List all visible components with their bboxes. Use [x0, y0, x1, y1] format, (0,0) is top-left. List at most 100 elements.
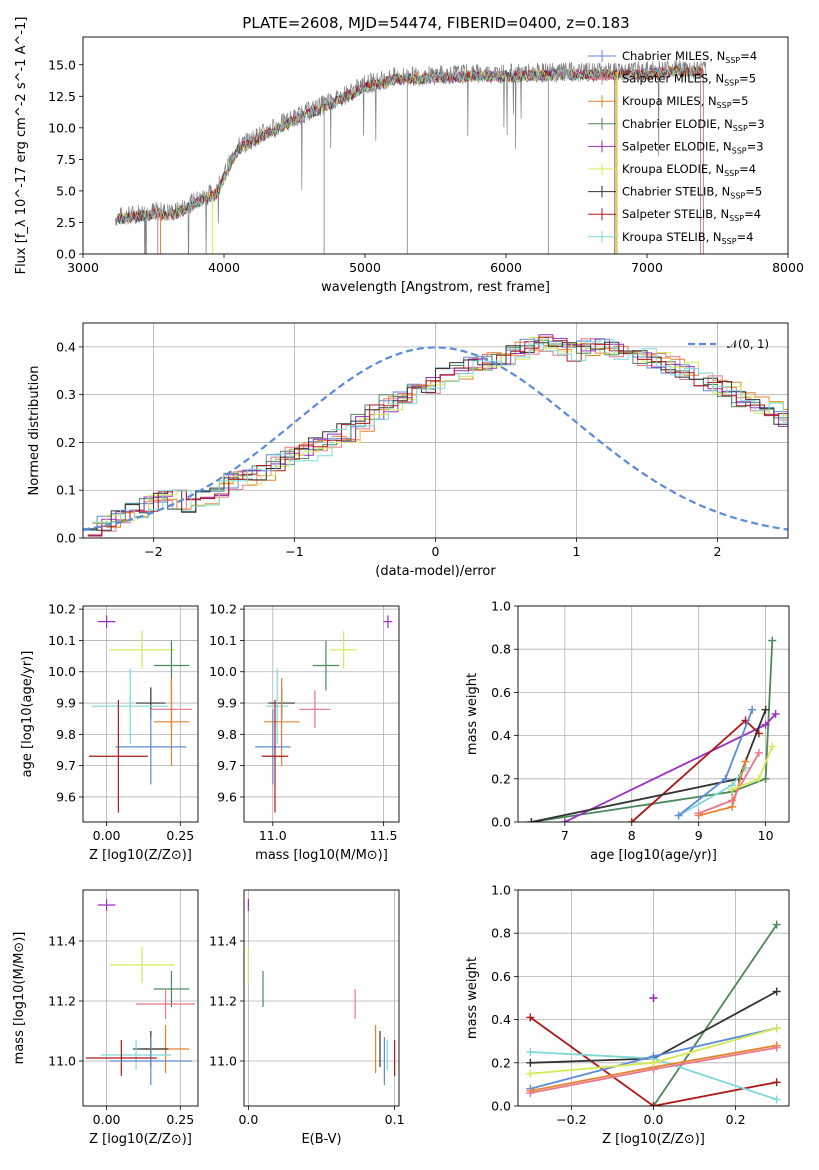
y-tick-label: 7.5: [56, 152, 76, 167]
legend-entry: Kroupa ELODIE, NSSP=4: [622, 162, 756, 178]
y-tick-label: 0.0: [491, 1099, 511, 1114]
y-tick-label: 9.9: [217, 696, 237, 711]
histogram-step: [92, 339, 788, 523]
y-tick-label: 0.6: [491, 685, 511, 700]
x-axis-label: age [log10(age/yr)]: [590, 848, 717, 863]
y-tick-label: 9.8: [56, 727, 76, 742]
y-tick-label: 9.6: [217, 789, 237, 804]
legend-entry: Chabrier MILES, NSSP=4: [622, 49, 757, 65]
y-axis-label: mass [log10(M/M⊙)]: [12, 932, 27, 1065]
x-tick-label: 0.25: [166, 828, 194, 843]
legend-entry: Salpeter ELODIE, NSSP=3: [622, 139, 764, 155]
plot-area: [526, 920, 781, 1106]
x-tick-label: 7000: [631, 260, 663, 275]
plot-area: [527, 636, 780, 822]
x-tick-label: 8000: [772, 260, 804, 275]
series-line: [652, 924, 778, 1106]
y-axis-label: age [log10(age/yr)]: [20, 651, 35, 778]
y-tick-label: 10.1: [48, 633, 76, 648]
normal-curve: [83, 346, 788, 531]
mass-vs-ebv-axes: 0.0 0.1 11.0 11.2 11.4 E(B-V): [209, 889, 405, 1147]
y-tick-label: 0.4: [491, 728, 511, 743]
y-tick-label: 10.2: [48, 602, 76, 617]
x-axis-label: E(B-V): [301, 1132, 341, 1147]
y-axis-label: mass weight: [465, 673, 480, 755]
plot-area: [247, 899, 396, 1085]
y-tick-label: 15.0: [48, 57, 76, 72]
x-tick-label: 2: [714, 544, 722, 559]
x-tick-label: 0.1: [385, 1112, 405, 1127]
x-tick-label: 0.25: [166, 1112, 194, 1127]
legend-entry: Chabrier STELIB, NSSP=5: [622, 185, 762, 201]
x-tick-label: 9: [695, 828, 703, 843]
y-tick-label: 9.8: [217, 727, 237, 742]
age-vs-z-axes: 0.00 0.25 9.6 9.7 9.8 9.9 10.0 10.1 10.2 Z [log10…: [20, 602, 199, 863]
y-tick-label: 10.1: [209, 633, 237, 648]
x-tick-label: 0.2: [726, 1112, 746, 1127]
legend-entry: Kroupa MILES, NSSP=5: [622, 94, 748, 110]
histogram-step: [83, 337, 788, 531]
y-axis-label: mass weight: [465, 957, 480, 1039]
x-tick-label: 0.0: [238, 1112, 258, 1127]
x-axis-label: mass [log10(M/M⊙)]: [255, 848, 388, 863]
y-tick-label: 0.6: [491, 969, 511, 984]
y-tick-label: 0.0: [56, 247, 76, 262]
x-tick-label: 0.0: [644, 1112, 664, 1127]
x-tick-label: 6000: [490, 260, 522, 275]
plot-area: [83, 334, 788, 537]
x-tick-label: 3000: [67, 260, 99, 275]
x-tick-label: 11.5: [370, 828, 398, 843]
x-tick-label: 0.00: [93, 828, 121, 843]
x-axis-label: Z [log10(Z/Z⊙)]: [602, 1132, 705, 1147]
y-tick-label: 11.4: [48, 934, 76, 949]
model-fit-line: [117, 66, 703, 224]
histogram-step: [92, 337, 788, 524]
legend-entry: Salpeter STELIB, NSSP=4: [622, 207, 761, 223]
y-tick-label: 0.2: [491, 1055, 511, 1070]
y-tick-label: 9.6: [56, 789, 76, 804]
x-axis-label: Z [log10(Z/Z⊙)]: [89, 848, 192, 863]
y-tick-label: 0.2: [491, 771, 511, 786]
plot-area: [115, 59, 707, 254]
y-tick-label: 12.5: [48, 89, 76, 104]
histogram-step: [83, 341, 788, 531]
y-tick-label: 0.0: [56, 531, 76, 546]
y-tick-label: 0.2: [56, 435, 76, 450]
model-fit-line: [117, 65, 703, 223]
y-tick-label: 9.7: [217, 758, 237, 773]
histogram-step: [83, 339, 788, 530]
axes-frame: [517, 605, 790, 823]
axes-frame: [82, 889, 199, 1107]
y-tick-label: 0.1: [56, 483, 76, 498]
x-tick-label: 1: [573, 544, 581, 559]
spectrum-legend: Chabrier MILES, NSSP=4 Salpeter MILES, NS…: [588, 49, 765, 246]
plot-area: [85, 899, 196, 1085]
model-fit-line: [118, 65, 703, 225]
y-axis-label: Normed distribution: [27, 366, 42, 496]
axes-frame: [82, 605, 199, 823]
series-line: [529, 1016, 777, 1106]
x-tick-label: 0: [432, 544, 440, 559]
y-axis-label: Flux [f_λ 10^-17 erg cm^-2 s^-1 A^-1]: [14, 17, 29, 275]
axes-frame: [243, 889, 400, 1107]
y-tick-label: 9.9: [56, 696, 76, 711]
massweight-vs-z-axes: −0.2 0.0 0.2 0.0 0.2 0.4 0.6 0.8 1.0 Z [log10(Z/Z…: [465, 883, 790, 1147]
y-tick-label: 0.4: [56, 339, 76, 354]
x-tick-label: 10: [758, 828, 774, 843]
age-vs-mass-axes: 11.0 11.5 9.6 9.7 9.8 9.9 10.0 10.1 10.2 mass [lo…: [209, 602, 400, 863]
x-tick-label: 8: [628, 828, 636, 843]
y-tick-label: 11.2: [48, 994, 76, 1009]
y-tick-label: 11.0: [209, 1054, 237, 1069]
y-tick-label: 1.0: [491, 599, 511, 614]
residuals-axes: −2 −1 0 1 2 0.0 0.1 0.2 0.3 0.4 (data-model)/error…: [27, 322, 789, 579]
histogram-step: [87, 336, 788, 536]
spectrum-axes: 3000 4000 5000 6000 7000 8000 0.0 2.5 5.0 7.5 10.0…: [14, 17, 804, 295]
y-tick-label: 10.2: [209, 602, 237, 617]
plot-area: [255, 615, 393, 813]
y-tick-label: 11.2: [209, 994, 237, 1009]
x-tick-label: 11.0: [259, 828, 287, 843]
legend-entry: 𝒩(0, 1): [727, 337, 769, 351]
y-tick-label: 10.0: [48, 120, 76, 135]
axes-frame: [243, 605, 400, 823]
